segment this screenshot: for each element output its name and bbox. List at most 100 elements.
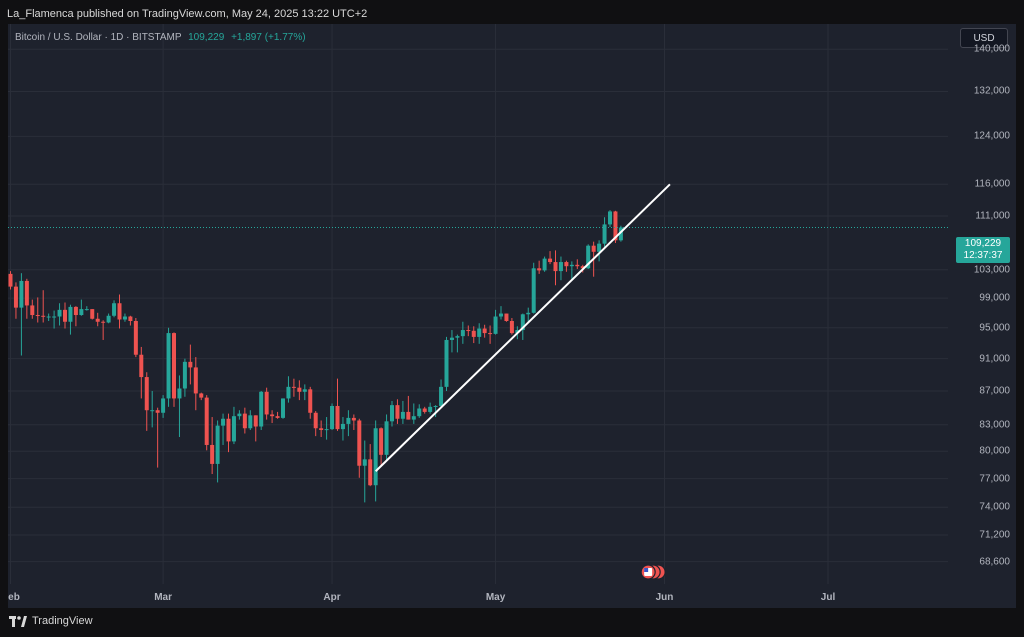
candle <box>340 423 345 430</box>
candle <box>618 227 623 241</box>
candle <box>35 315 40 317</box>
candle <box>73 306 78 316</box>
chart-frame[interactable]: Bitcoin / U.S. Dollar · 1D · BITSTAMP 10… <box>8 24 1016 608</box>
currency-button[interactable]: USD <box>960 28 1008 48</box>
candle <box>575 264 580 267</box>
candle <box>400 411 405 419</box>
candle <box>373 428 378 486</box>
candle <box>608 211 612 225</box>
candle <box>84 309 89 311</box>
candle <box>139 354 144 378</box>
candle <box>302 389 307 392</box>
time-axis[interactable]: eb Mar Apr May Jun Jul <box>8 584 948 608</box>
candle <box>231 416 236 442</box>
candle <box>313 412 318 429</box>
candle <box>531 268 536 313</box>
candle <box>471 330 476 337</box>
candle <box>597 243 602 252</box>
candle <box>161 398 166 413</box>
candle <box>46 316 51 318</box>
time-tick-label: Apr <box>323 592 341 603</box>
price-tick-label: 74,000 <box>979 501 1010 513</box>
footer-brand[interactable]: TradingView <box>9 615 93 627</box>
candle <box>210 444 215 464</box>
candle <box>248 415 253 429</box>
price-tick-label: 80,000 <box>979 445 1010 457</box>
candle <box>558 262 563 272</box>
time-tick-label: Jun <box>655 592 674 603</box>
candle <box>286 386 291 399</box>
candle <box>242 413 247 429</box>
price-tick-label: 140,000 <box>973 43 1010 55</box>
candle <box>63 309 67 322</box>
price-tick-label: 71,200 <box>979 529 1010 541</box>
symbol-legend[interactable]: Bitcoin / U.S. Dollar · 1D · BITSTAMP 10… <box>15 32 306 43</box>
candle <box>379 428 384 455</box>
candle <box>90 309 95 319</box>
candle <box>237 413 242 417</box>
time-tick-label: eb <box>8 592 20 603</box>
candle <box>122 316 127 320</box>
last-price: 109,229 <box>188 32 225 43</box>
candle <box>537 268 542 271</box>
candle <box>324 429 329 431</box>
price-tick-label: 103,000 <box>973 264 1010 276</box>
us-flag-icon-canton <box>644 568 649 572</box>
candle <box>226 418 231 442</box>
time-tick-label: Mar <box>154 592 172 603</box>
candle <box>57 309 62 317</box>
candle <box>488 333 493 335</box>
symbol-title[interactable]: Bitcoin / U.S. Dollar · 1D · BITSTAMP <box>15 32 182 43</box>
candle <box>13 286 18 308</box>
price-change: +1,897 (+1.77%) <box>231 32 306 43</box>
candle <box>449 337 454 340</box>
candle <box>406 411 411 420</box>
candle <box>155 410 160 413</box>
candle <box>362 459 367 466</box>
candle <box>193 367 198 394</box>
candle <box>586 245 591 269</box>
chart-plot-area[interactable] <box>8 24 948 584</box>
candle <box>8 273 13 287</box>
candle <box>291 386 296 388</box>
price-tick-label: 95,000 <box>979 322 1010 334</box>
candle <box>548 258 553 263</box>
candle <box>346 417 351 424</box>
price-axis[interactable]: 140,000 132,000 124,000 116,000 111,000 103,0… <box>948 24 1016 608</box>
candle <box>182 361 187 389</box>
candle <box>357 420 362 466</box>
footer-brand-label: TradingView <box>32 615 93 627</box>
candle <box>417 408 422 417</box>
candle <box>112 303 117 316</box>
candle <box>515 330 520 334</box>
price-tag-countdown: 12:37:37 <box>963 250 1003 261</box>
candle <box>204 397 209 445</box>
candle <box>439 386 444 406</box>
candle <box>482 328 487 334</box>
candle <box>553 262 558 272</box>
tradingview-logo-icon <box>9 615 27 627</box>
candle <box>509 320 514 334</box>
candle <box>526 312 531 315</box>
candle <box>422 408 427 412</box>
candle <box>368 459 373 486</box>
candle <box>433 405 438 407</box>
price-tick-label: 99,000 <box>979 292 1010 304</box>
candle <box>24 280 29 306</box>
candle <box>215 425 220 464</box>
candle <box>106 315 111 323</box>
candle <box>166 333 171 399</box>
candlestick-chart[interactable] <box>8 24 948 584</box>
candle <box>613 211 618 241</box>
price-tick-label: 111,000 <box>975 210 1010 222</box>
candle <box>308 389 313 413</box>
time-tick-label: May <box>485 592 506 603</box>
candle <box>330 405 335 430</box>
candle <box>411 416 416 420</box>
candle <box>79 309 84 316</box>
candle <box>41 315 46 317</box>
candle <box>351 417 356 421</box>
candle <box>602 224 607 244</box>
candle <box>95 318 100 322</box>
candle <box>455 336 460 338</box>
